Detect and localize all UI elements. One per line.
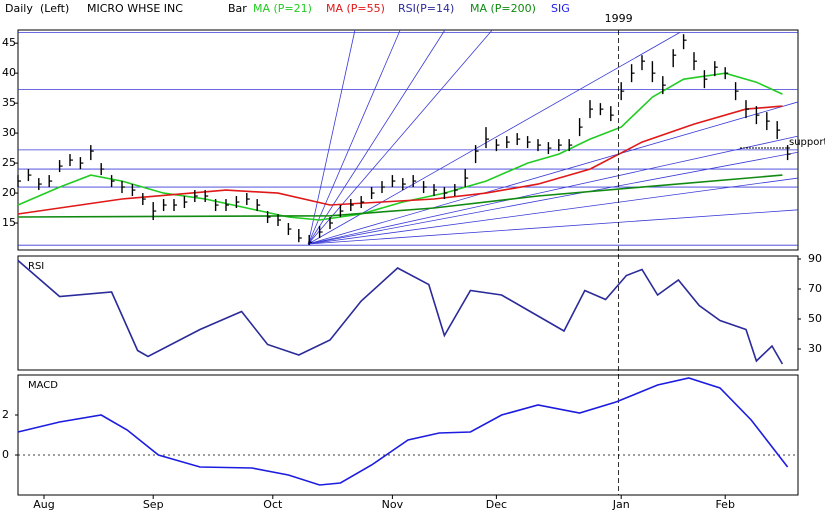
y-tick-label: 0 (2, 448, 9, 461)
x-tick-label: Nov (382, 498, 404, 511)
header-text: (Left) (40, 2, 69, 15)
legend-entry: RSI(P=14) (398, 2, 454, 15)
y-tick-label: 15 (2, 216, 16, 229)
fan-line (307, 29, 401, 245)
series-line (17, 377, 789, 486)
fan-line (308, 177, 799, 245)
series-line (17, 259, 784, 365)
y-tick-label: 30 (808, 342, 822, 355)
fan-line (308, 151, 799, 245)
panel-label: RSI (28, 261, 44, 272)
y-tick-label: 50 (808, 312, 822, 325)
x-tick-label: Aug (33, 498, 54, 511)
x-tick-label: Oct (263, 498, 283, 511)
series-line (17, 72, 783, 221)
y-tick-label: 20 (2, 186, 16, 199)
header-text: Daily (5, 2, 33, 15)
y-tick-label: 2 (2, 408, 9, 421)
y-tick-label: 45 (2, 36, 16, 49)
year-label: 1999 (605, 12, 633, 25)
series-line (17, 174, 783, 218)
x-tick-label: Feb (715, 498, 734, 511)
x-tick-label: Sep (143, 498, 164, 511)
panel-frame (17, 255, 799, 371)
header-text: Bar (228, 2, 247, 15)
fan-line (307, 29, 446, 245)
y-tick-label: 70 (808, 282, 822, 295)
fan-line (308, 135, 799, 245)
legend-entry: MA (P=200) (470, 2, 536, 15)
fan-line (308, 209, 799, 245)
annotation: support (789, 137, 825, 148)
legend-entry: MA (P=21) (253, 2, 312, 15)
x-tick-label: Jan (612, 498, 630, 511)
legend-entry: SIG (551, 2, 570, 15)
y-tick-label: 30 (2, 126, 16, 139)
y-tick-label: 90 (808, 252, 822, 265)
y-tick-label: 35 (2, 96, 16, 109)
y-tick-label: 25 (2, 156, 16, 169)
legend-entry: MA (P=55) (326, 2, 385, 15)
series-line (17, 105, 783, 215)
header-text: MICRO WHSE INC (87, 2, 183, 15)
x-tick-label: Dec (486, 498, 507, 511)
y-tick-label: 40 (2, 66, 16, 79)
panel-label: MACD (28, 380, 58, 391)
fan-line (307, 29, 356, 245)
fan-line (308, 101, 799, 245)
fan-line (307, 29, 493, 245)
fan-line (307, 32, 681, 245)
panel-frame (17, 29, 799, 251)
panel-frame (17, 374, 799, 496)
